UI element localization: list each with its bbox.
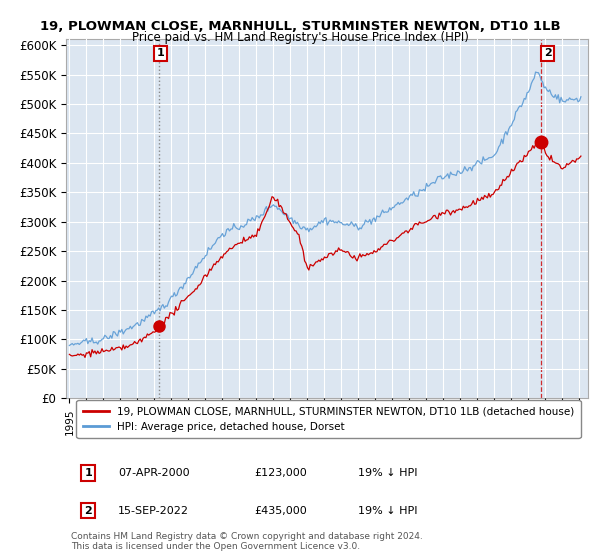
- Text: 19, PLOWMAN CLOSE, MARNHULL, STURMINSTER NEWTON, DT10 1LB: 19, PLOWMAN CLOSE, MARNHULL, STURMINSTER…: [40, 20, 560, 32]
- Text: 19% ↓ HPI: 19% ↓ HPI: [358, 506, 418, 516]
- Text: 2: 2: [544, 48, 552, 58]
- Text: 1: 1: [157, 48, 164, 58]
- Text: Contains HM Land Registry data © Crown copyright and database right 2024.
This d: Contains HM Land Registry data © Crown c…: [71, 532, 423, 551]
- Text: 19% ↓ HPI: 19% ↓ HPI: [358, 468, 418, 478]
- Text: 2: 2: [84, 506, 92, 516]
- Text: 15-SEP-2022: 15-SEP-2022: [118, 506, 189, 516]
- Text: £435,000: £435,000: [254, 506, 307, 516]
- Legend: 19, PLOWMAN CLOSE, MARNHULL, STURMINSTER NEWTON, DT10 1LB (detached house), HPI:: 19, PLOWMAN CLOSE, MARNHULL, STURMINSTER…: [76, 400, 581, 438]
- Text: £123,000: £123,000: [254, 468, 307, 478]
- Text: 1: 1: [84, 468, 92, 478]
- Text: Price paid vs. HM Land Registry's House Price Index (HPI): Price paid vs. HM Land Registry's House …: [131, 31, 469, 44]
- Text: 07-APR-2000: 07-APR-2000: [118, 468, 190, 478]
